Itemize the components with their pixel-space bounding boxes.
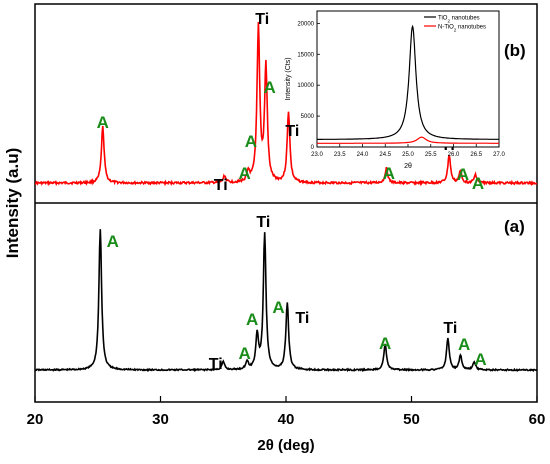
peak-label-anatase: A: [458, 335, 470, 354]
inset-series-tio2: [317, 24, 499, 140]
peak-label-titanium: Ti: [295, 310, 309, 327]
inset-y-tick-label: 20000: [297, 21, 314, 27]
panel-label-a: (a): [504, 217, 525, 236]
inset-y-label: Intensity (Cts): [285, 57, 292, 100]
peak-label-anatase: A: [383, 164, 395, 183]
peak-label-anatase: A: [107, 232, 119, 251]
inset-x-tick-label: 25.0: [402, 152, 414, 158]
inset-x-tick-label: 27.0: [493, 152, 505, 158]
inset-x-tick-label: 26.5: [470, 152, 482, 158]
x-axis-ticks: 20 30 40 50 60: [27, 396, 546, 428]
spectrum-line-b: [34, 21, 538, 187]
x-tick-label: 60: [529, 411, 546, 428]
legend-label-tio2: TiO2 nanotubes: [438, 16, 480, 24]
peak-label-anatase: A: [472, 174, 484, 193]
inset-x-tick-label: 24.0: [357, 152, 369, 158]
peak-label-titanium: Ti: [443, 320, 457, 337]
peak-label-anatase: A: [238, 164, 250, 183]
inset-y-tick-label: 0: [311, 145, 315, 151]
peak-label-anatase: A: [97, 113, 109, 132]
inset-y-ticks: 0 5000 10000 15000 20000: [297, 21, 320, 151]
x-tick-label: 40: [278, 411, 295, 428]
panel-label-b: (b): [504, 41, 526, 60]
inset-legend: TiO2 nanotubes N-TiO2 nanotubes: [424, 16, 486, 33]
peak-label-anatase: A: [474, 350, 486, 369]
peak-label-anatase: A: [238, 344, 250, 363]
inset-x-tick-label: 24.5: [379, 152, 391, 158]
inset-y-tick-label: 15000: [297, 52, 314, 58]
peak-label-anatase: A: [379, 334, 391, 353]
peak-label-titanium: Ti: [209, 356, 223, 373]
inset-x-tick-label: 26.0: [448, 152, 460, 158]
peak-label-titanium: Ti: [214, 177, 228, 194]
peak-label-anatase: A: [272, 298, 284, 317]
x-tick-label: 50: [403, 411, 420, 428]
peak-label-anatase: A: [246, 310, 258, 329]
legend-label-ntio2: N-TiO2 nanotubes: [438, 25, 486, 33]
inset-frame: [316, 10, 500, 148]
peak-label-titanium: Ti: [256, 214, 270, 231]
inset-y-tick-label: 10000: [297, 83, 314, 89]
inset-y-tick-label: 5000: [301, 114, 315, 120]
x-tick-label: 30: [152, 411, 169, 428]
x-tick-label: 20: [27, 411, 44, 428]
peak-label-anatase: A: [245, 132, 257, 151]
inset-chart: 23.0 23.5 24.0 24.5 25.0 25.5 26.0 26.5 27.0 0 50…: [285, 10, 505, 170]
inset-x-label: 2θ: [404, 163, 412, 170]
y-axis-label: Intensity (a.u): [3, 148, 22, 259]
peak-label-anatase: A: [457, 165, 469, 184]
inset-x-tick-label: 23.5: [334, 152, 346, 158]
peak-label-titanium: Ti: [285, 123, 299, 140]
x-axis-label: 2θ (deg): [257, 437, 314, 454]
peak-label-anatase: A: [264, 78, 276, 97]
inset-x-tick-label: 25.5: [425, 152, 437, 158]
peak-label-titanium: Ti: [255, 11, 269, 28]
inset-x-ticks: 23.0 23.5 24.0 24.5 25.0 25.5 26.0 26.5 27.0: [311, 144, 505, 158]
spectrum-line-a: [34, 229, 538, 373]
inset-series-ntio2: [317, 136, 499, 144]
inset-x-tick-label: 23.0: [311, 152, 323, 158]
